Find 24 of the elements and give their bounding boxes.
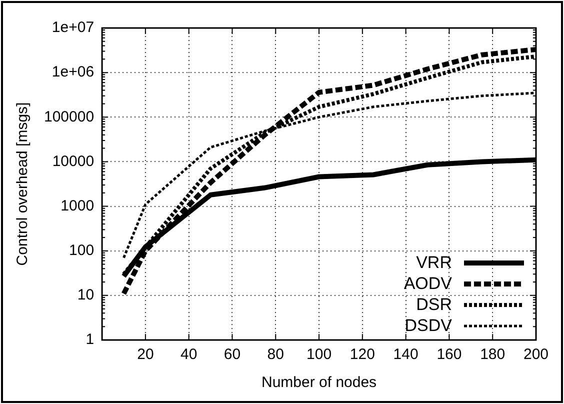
x-tick-label: 140 xyxy=(393,346,418,364)
y-tick-label: 100 xyxy=(69,242,94,259)
y-tick-label: 100000 xyxy=(44,108,94,126)
x-axis-title: Number of nodes xyxy=(261,374,377,392)
x-tick-label: 200 xyxy=(523,346,549,364)
legend-label: DSDV xyxy=(404,315,452,336)
y-tick-label: 1000 xyxy=(60,197,94,214)
x-tick-label: 180 xyxy=(480,346,506,364)
y-tick-label: 10 xyxy=(77,286,94,304)
y-tick-label: 1 xyxy=(86,331,94,348)
x-tick-label: 120 xyxy=(350,346,375,364)
legend-label: AODV xyxy=(404,273,452,294)
x-tick-label: 80 xyxy=(267,346,284,364)
x-tick-label: 100 xyxy=(306,346,332,364)
y-axis-title: Control overhead [msgs] xyxy=(14,102,32,266)
legend-label: DSR xyxy=(416,294,452,315)
y-tick-label: 10000 xyxy=(52,152,94,170)
y-tick-label: 1e+06 xyxy=(52,64,94,81)
legend-label: VRR xyxy=(416,252,452,273)
x-tick-label: 40 xyxy=(180,346,198,364)
x-tick-label: 160 xyxy=(436,346,462,364)
y-tick-label: 1e+07 xyxy=(52,19,94,36)
x-tick-label: 60 xyxy=(224,346,241,364)
x-tick-label: 20 xyxy=(137,346,154,364)
